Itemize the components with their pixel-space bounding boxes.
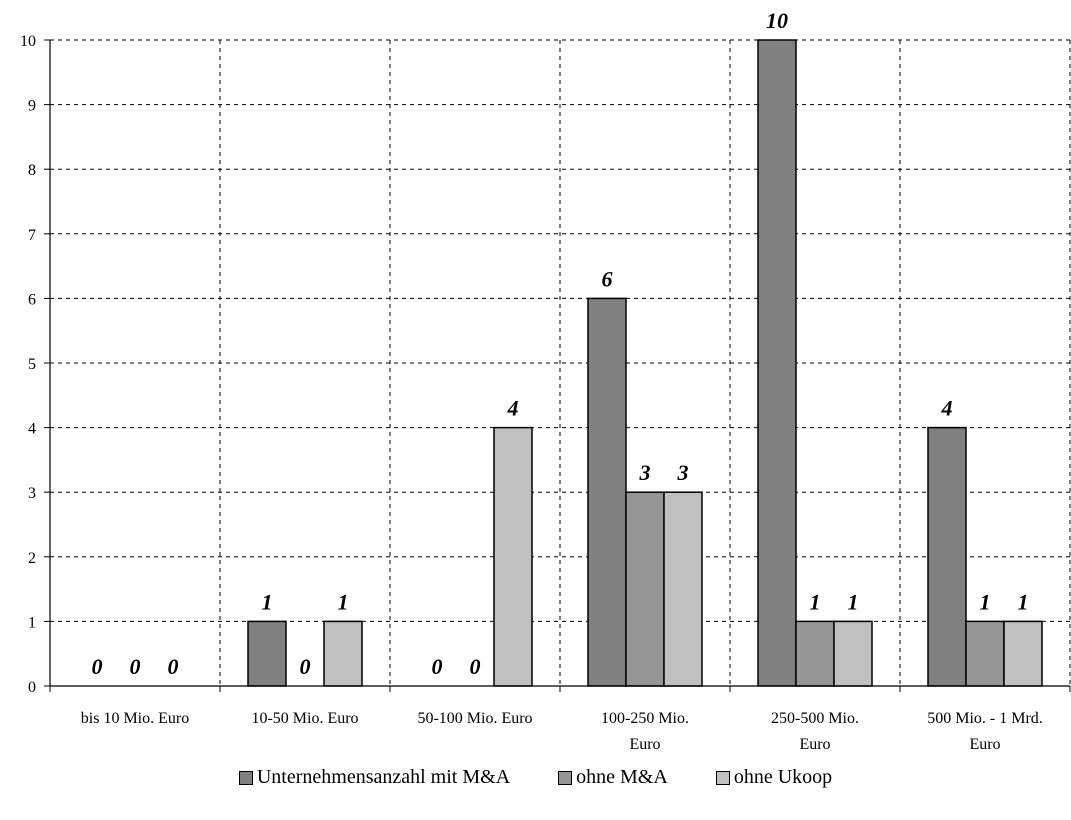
y-tick-label: 7 [28, 227, 36, 244]
bars [247, 39, 1043, 687]
x-category-label-line: Euro [629, 736, 660, 753]
bar-series-2-cat-5 [1003, 620, 1043, 687]
x-category-label-line: bis 10 Mio. Euro [81, 710, 189, 727]
bar-series-2-cat-2 [493, 426, 533, 687]
legend-swatch-series-2 [715, 770, 730, 785]
x-category-label-line: Euro [799, 736, 830, 753]
legend-item-series-2: ohne Ukoop [715, 766, 833, 789]
data-label-series-1-cat-1: 0 [300, 654, 311, 679]
legend-label-series-1: ohne M&A [576, 766, 668, 788]
data-label-series-1-cat-4: 1 [810, 589, 821, 614]
data-label-series-1-cat-3: 3 [639, 460, 651, 485]
data-label-series-0-cat-0: 0 [92, 654, 103, 679]
legend-item-series-0: Unternehmensanzahl mit M&A [238, 766, 511, 789]
x-category-label-line: 100-250 Mio. [601, 710, 689, 727]
data-label-series-0-cat-2: 0 [432, 654, 443, 679]
data-label-series-2-cat-1: 1 [338, 589, 349, 614]
bar-series-2-cat-4 [833, 620, 873, 687]
bar-series-2-cat-3 [663, 491, 703, 687]
bar-series-2-cat-1 [323, 620, 363, 687]
bar-series-0-cat-5 [927, 426, 967, 687]
x-category-label: 250-500 Mio. Euro [771, 710, 859, 753]
y-tick-label: 4 [28, 421, 36, 438]
data-label-series-1-cat-2: 0 [470, 654, 481, 679]
axes [44, 39, 1071, 692]
x-category-label: 10-50 Mio. Euro [251, 710, 358, 727]
y-tick-label: 2 [28, 550, 36, 567]
y-tick-label: 10 [20, 33, 36, 50]
y-tick-label: 8 [28, 162, 36, 179]
data-label-series-2-cat-4: 1 [848, 589, 859, 614]
x-category-label: 500 Mio. - 1 Mrd. Euro [927, 710, 1043, 753]
data-label-series-2-cat-3: 3 [677, 460, 689, 485]
bar-series-0-cat-3 [587, 297, 627, 687]
legend-item-series-1: ohne M&A [558, 766, 668, 789]
data-label-series-0-cat-5: 4 [941, 396, 953, 421]
data-label-series-1-cat-5: 1 [980, 589, 991, 614]
x-category-label-line: 250-500 Mio. [771, 710, 859, 727]
bar-series-1-cat-5 [965, 620, 1005, 687]
x-category-label-line: 500 Mio. - 1 Mrd. [927, 710, 1043, 727]
bar-series-0-cat-4 [757, 39, 797, 687]
bar-series-0-cat-1 [247, 620, 287, 687]
data-label-series-0-cat-1: 1 [262, 589, 273, 614]
bar-series-1-cat-4 [795, 620, 835, 687]
y-tick-label: 1 [28, 614, 36, 631]
data-label-series-1-cat-0: 0 [130, 654, 141, 679]
x-category-labels: bis 10 Mio. Euro 10-50 Mio. Euro 50-100 Mi… [81, 710, 1043, 753]
gridlines [50, 39, 1071, 686]
y-tick-label: 9 [28, 98, 36, 115]
data-label-series-2-cat-0: 0 [168, 654, 179, 679]
x-category-label-line: 50-100 Mio. Euro [417, 710, 532, 727]
data-label-series-0-cat-4: 10 [766, 8, 788, 33]
data-label-series-2-cat-5: 1 [1018, 589, 1029, 614]
x-category-label-line: 10-50 Mio. Euro [251, 710, 358, 727]
y-tick-label: 0 [28, 679, 36, 696]
data-label-series-2-cat-2: 4 [507, 396, 519, 421]
legend-swatch-series-1 [558, 770, 573, 785]
y-tick-label: 6 [28, 291, 36, 308]
y-tick-label: 5 [28, 356, 36, 373]
x-category-label-line: Euro [969, 736, 1000, 753]
x-category-label: 50-100 Mio. Euro [417, 710, 532, 727]
x-category-label: bis 10 Mio. Euro [81, 710, 189, 727]
y-tick-label: 3 [28, 485, 36, 502]
legend: Unternehmensanzahl mit M&A ohne M&A ohne… [0, 766, 1071, 789]
legend-label-series-0: Unternehmensanzahl mit M&A [256, 766, 511, 788]
x-category-label: 100-250 Mio. Euro [601, 710, 689, 753]
legend-label-series-2: ohne Ukoop [733, 766, 833, 788]
y-tick-labels: 0 1 2 3 4 5 6 7 8 9 10 [20, 33, 36, 696]
legend-swatch-series-0 [238, 770, 253, 785]
data-label-series-0-cat-3: 6 [602, 266, 613, 291]
bar-series-1-cat-3 [625, 491, 665, 687]
